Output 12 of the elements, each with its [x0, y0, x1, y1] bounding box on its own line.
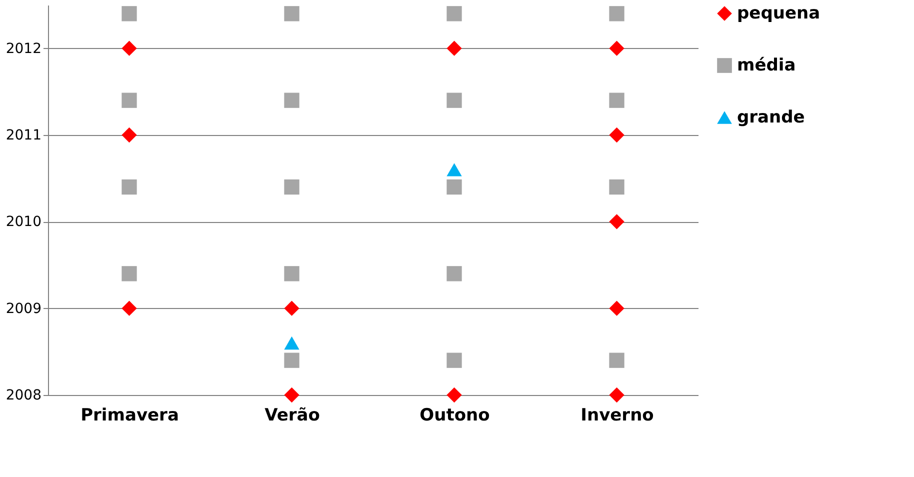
x-tick-label: Primavera	[80, 406, 179, 426]
x-tick-label: Inverno	[580, 406, 654, 426]
x-tick-label: Outono	[420, 406, 490, 426]
y-tick-label: 2012	[6, 40, 42, 57]
legend-label: média	[737, 56, 796, 76]
y-tick-label: 2011	[6, 128, 42, 144]
legend-label: pequena	[737, 4, 820, 24]
y-tick-label: 2009	[6, 300, 42, 317]
legend-label: grande	[737, 108, 805, 128]
y-tick-label: 2008	[6, 388, 42, 404]
x-tick-label: Verão	[264, 406, 320, 426]
y-tick-label: 2010	[6, 214, 42, 230]
